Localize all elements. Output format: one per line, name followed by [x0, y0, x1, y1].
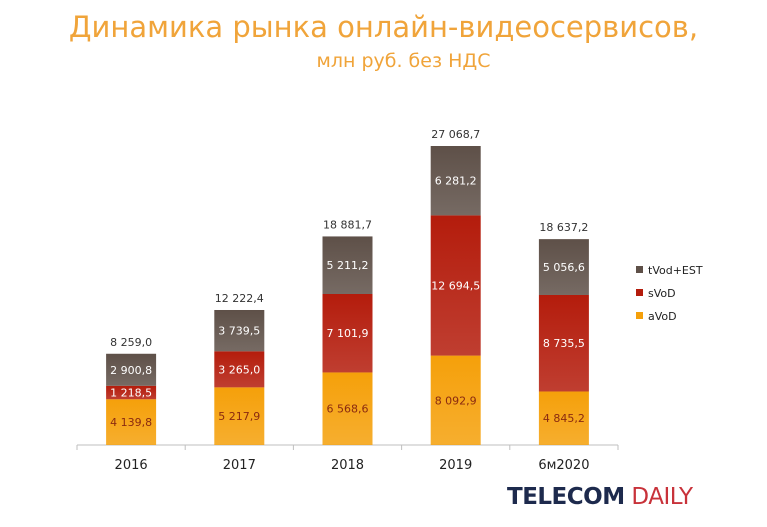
bar-sVoD-2019 — [430, 215, 481, 356]
bar-tVod+EST-2017 — [214, 309, 265, 352]
bar-aVoD-2019 — [430, 355, 481, 445]
bar-tVod+EST-6м2020 — [538, 239, 589, 295]
legend-label: sVoD — [648, 287, 676, 300]
data-label: 5 211,2 — [327, 259, 369, 272]
telecom-daily-logo: TELECOM DAILY — [507, 484, 693, 510]
legend-swatch — [636, 312, 643, 319]
data-label: 7 101,9 — [327, 327, 369, 340]
logo-part2: DAILY — [631, 484, 693, 510]
chart-title: Динамика рынка онлайн-видеосервисов, — [68, 10, 699, 44]
data-label: 4 139,8 — [110, 416, 152, 429]
bar-aVoD-2017 — [214, 387, 265, 445]
x-tick-label: 2017 — [223, 458, 256, 473]
data-label: 3 265,0 — [218, 363, 260, 376]
bar-tVod+EST-2019 — [430, 146, 481, 216]
total-label: 18 637,2 — [539, 221, 588, 234]
bar-aVoD-2018 — [322, 372, 373, 445]
total-label: 18 881,7 — [323, 218, 372, 231]
data-label: 5 056,6 — [543, 261, 585, 274]
data-label: 1 218,5 — [110, 387, 152, 400]
total-label: 8 259,0 — [110, 336, 152, 349]
bar-sVoD-2016 — [106, 385, 157, 400]
x-tick-label: 2019 — [439, 458, 472, 473]
bar-tVod+EST-2016 — [106, 353, 157, 386]
x-tick-label: 6м2020 — [538, 458, 589, 473]
data-label: 3 739,5 — [218, 325, 260, 338]
bar-aVoD-2016 — [106, 399, 157, 445]
bar-sVoD-2018 — [322, 293, 373, 373]
data-label: 12 694,5 — [431, 279, 480, 292]
data-label: 6 281,2 — [435, 175, 477, 188]
bar-sVoD-6м2020 — [538, 294, 589, 392]
total-label: 27 068,7 — [431, 128, 480, 141]
data-label: 2 900,8 — [110, 364, 152, 377]
data-label: 8 092,9 — [435, 394, 477, 407]
data-label: 4 845,2 — [543, 412, 585, 425]
data-label: 8 735,5 — [543, 337, 585, 350]
data-label: 5 217,9 — [218, 410, 260, 423]
legend-swatch — [636, 289, 643, 296]
chart-subtitle: млн руб. без НДС — [316, 50, 491, 72]
data-label: 6 568,6 — [327, 403, 369, 416]
legend-label: tVod+EST — [648, 264, 703, 277]
legend-label: aVoD — [648, 310, 677, 323]
legend-swatch — [636, 266, 643, 273]
x-tick-label: 2018 — [331, 458, 364, 473]
total-label: 12 222,4 — [215, 292, 264, 305]
logo-part1: TELECOM — [507, 484, 625, 510]
bar-aVoD-6м2020 — [538, 391, 589, 445]
bar-tVod+EST-2018 — [322, 236, 373, 294]
x-tick-label: 2016 — [115, 458, 148, 473]
bar-sVoD-2017 — [214, 351, 265, 388]
